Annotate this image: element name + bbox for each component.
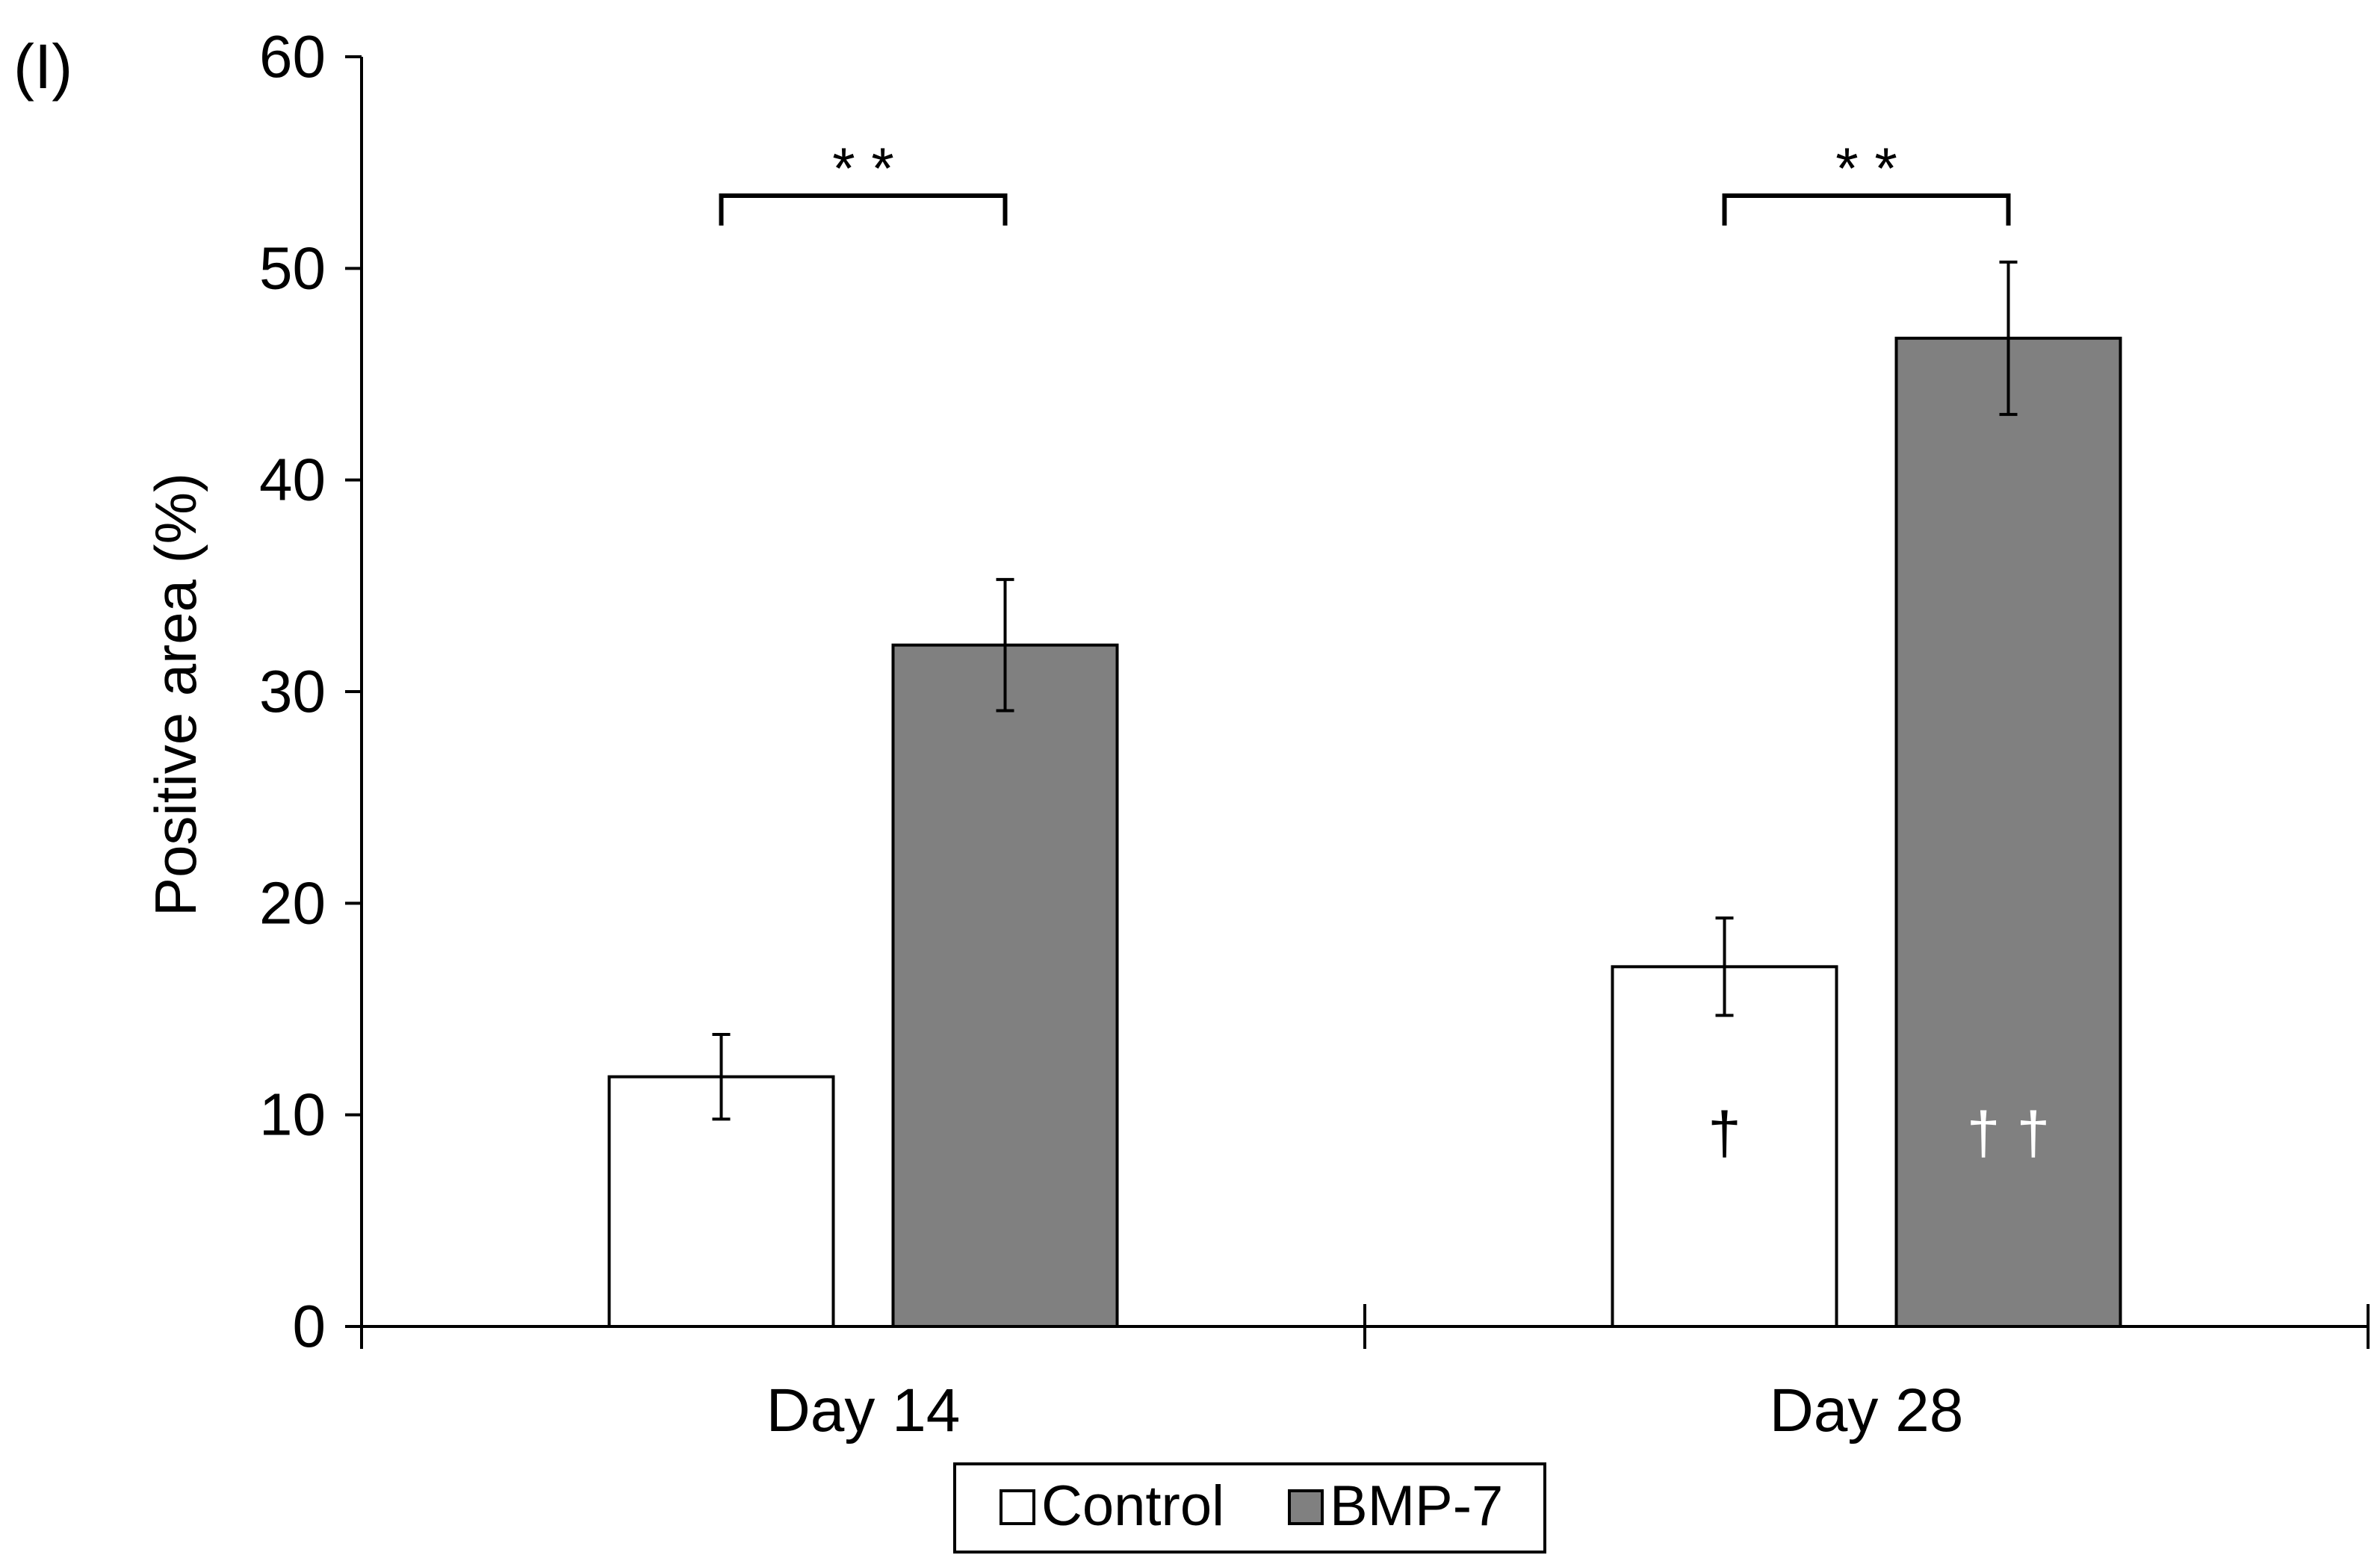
panel-label: (I) (13, 31, 72, 102)
y-axis-label: Positive area (%) (143, 473, 208, 916)
significance-label: * * (832, 135, 893, 201)
legend-box (953, 1462, 1546, 1554)
legend: Control BMP-7 (953, 1462, 1546, 1554)
y-tick-label: 50 (259, 235, 326, 301)
axes: 0 10 20 30 40 50 60 Day 14 Day 28 (259, 23, 2370, 1444)
x-tick-label: Day 28 (1770, 1377, 1964, 1444)
significance-dagger: † (1708, 1100, 1741, 1167)
legend-swatch (1288, 1489, 1324, 1525)
bar (891, 643, 1119, 1328)
significance-label: * * (1835, 135, 1897, 201)
y-tick-label: 20 (259, 869, 326, 936)
y-tick-label: 10 (259, 1081, 326, 1148)
bar (1894, 336, 2122, 1328)
y-tick-label: 40 (259, 447, 326, 513)
legend-swatch (1000, 1489, 1035, 1525)
legend-label: Control (1041, 1474, 1224, 1538)
bars: † † † * * * * (607, 135, 2122, 1329)
significance-bracket (1722, 193, 2011, 226)
x-tick-label: Day 14 (766, 1377, 961, 1444)
bar (1611, 965, 1838, 1329)
y-tick-label: 60 (259, 23, 326, 90)
significance-dagger: † † (1967, 1100, 2050, 1167)
y-tick-label: 0 (293, 1293, 326, 1359)
y-tick-label: 30 (259, 658, 326, 724)
legend-label: BMP-7 (1330, 1474, 1503, 1538)
significance-bracket (719, 193, 1008, 226)
